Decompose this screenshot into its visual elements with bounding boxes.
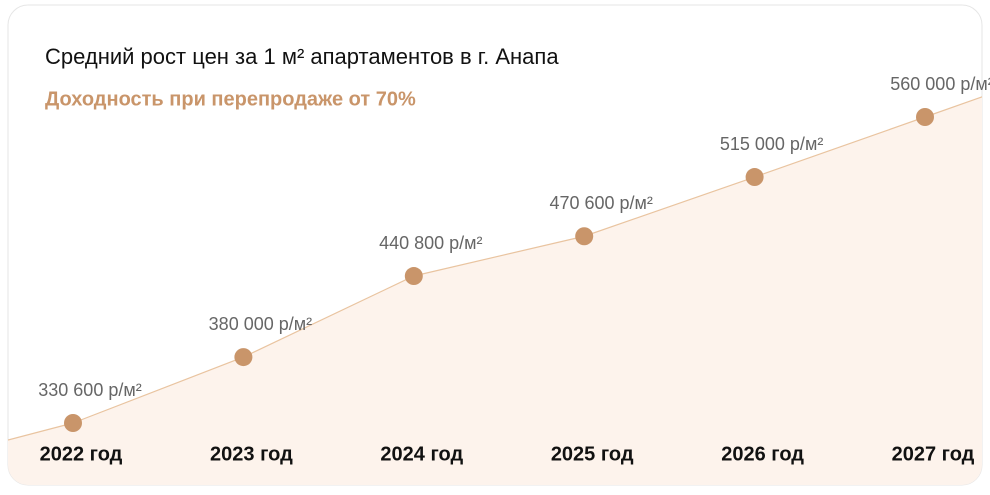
x-tick-label: 2022 год: [40, 443, 123, 465]
value-label: 470 600 р/м²: [549, 193, 652, 213]
edge: [8, 422, 74, 441]
value-label: 380 000 р/м²: [209, 314, 312, 334]
x-tick-label: 2023 год: [210, 443, 293, 465]
x-tick-label: 2025 год: [551, 443, 634, 465]
line: [72, 116, 926, 424]
point: [404, 267, 423, 286]
point: [916, 108, 934, 126]
chart-subtitle: Доходность при перепродаже от 70%: [45, 88, 416, 110]
value-label: 515 000 р/м²: [720, 134, 823, 154]
x-tick-label: 2026 год: [721, 443, 804, 465]
point: [745, 168, 764, 187]
value-label: 330 600 р/м²: [38, 380, 141, 400]
point: [575, 227, 594, 246]
x-tick-label: 2024 год: [380, 443, 463, 465]
chart-title: Средний рост цен за 1 м² апартаментов в …: [45, 44, 559, 69]
value-label: 440 800 р/м²: [379, 233, 482, 253]
edge: [924, 93, 982, 118]
area: [8, 94, 982, 485]
plot: [8, 93, 982, 485]
value-label: 560 000 р/м²: [890, 74, 990, 94]
point: [64, 414, 82, 432]
x-tick-label: 2027 год: [892, 443, 975, 465]
point: [234, 348, 253, 367]
